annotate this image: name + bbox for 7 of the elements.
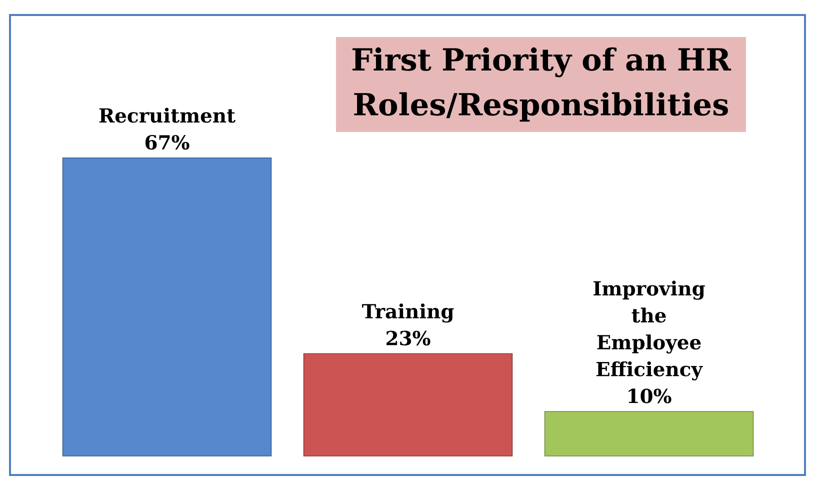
x-tick-label: Recruitment <box>99 108 236 123</box>
x-tick-label: Improving the Employee Efficiency <box>594 280 705 380</box>
data-label: 67% <box>145 134 190 150</box>
x-tick-label: Training <box>362 304 454 323</box>
data-label: 23% <box>386 330 430 346</box>
chart-title: First Priority of an HR Roles/Responsibilities <box>352 47 732 122</box>
data-label: 10% <box>628 388 672 404</box>
